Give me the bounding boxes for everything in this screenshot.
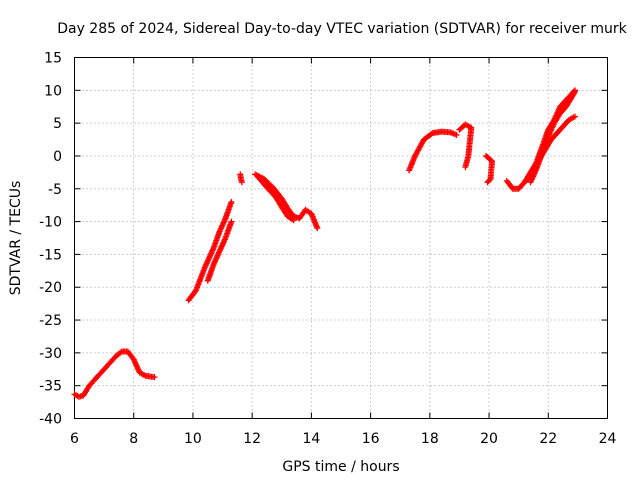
data-point-arc-7c xyxy=(571,88,578,95)
x-axis-label: GPS time / hours xyxy=(282,459,399,475)
x-tick-labels: 6 8 10 12 14 16 18 20 22 24 xyxy=(70,431,616,447)
y-tick-label: 0 xyxy=(53,149,62,165)
x-tick-label: 20 xyxy=(480,431,498,447)
x-tick-label: 18 xyxy=(421,431,439,447)
x-tick-label: 10 xyxy=(184,431,202,447)
y-tick-label: -10 xyxy=(39,215,62,231)
data-point-arc-3a xyxy=(238,179,245,186)
grid xyxy=(74,57,608,419)
data-point-arc-4 xyxy=(453,131,460,138)
x-tick-label: 24 xyxy=(599,431,617,447)
y-tick-label: 15 xyxy=(44,51,62,67)
y-tick-label: -30 xyxy=(39,346,62,362)
data-point-arc-1 xyxy=(117,349,124,356)
y-tick-label: 5 xyxy=(53,116,62,132)
data-point-arc-3c xyxy=(290,217,297,224)
data-point-arc-7b xyxy=(571,113,578,120)
data-point-arc-2a xyxy=(228,198,235,205)
y-tick-labels: 15 10 5 0 -5 -10 -15 -20 -25 -30 -35 -40 xyxy=(39,51,62,428)
data-points xyxy=(71,87,578,400)
data-point-arc-6 xyxy=(484,179,491,186)
x-tick-label: 8 xyxy=(129,431,138,447)
axis-ticks xyxy=(74,57,608,419)
y-tick-label: -35 xyxy=(39,379,62,395)
y-tick-label: -25 xyxy=(39,313,62,329)
data-point-arc-2b xyxy=(228,218,235,225)
y-tick-label: -15 xyxy=(39,247,62,263)
x-tick-label: 22 xyxy=(539,431,557,447)
y-tick-label: -5 xyxy=(48,182,62,198)
data-point-arc-4 xyxy=(428,130,435,137)
x-tick-label: 16 xyxy=(362,431,380,447)
y-tick-label: 10 xyxy=(44,83,62,99)
x-tick-label: 6 xyxy=(70,431,79,447)
y-axis-label: SDTVAR / TECUs xyxy=(8,181,24,296)
y-tick-label: -40 xyxy=(39,412,62,428)
x-tick-label: 14 xyxy=(302,431,320,447)
y-tick-label: -20 xyxy=(39,280,62,296)
plot-frame xyxy=(74,57,608,419)
data-point-arc-5 xyxy=(462,164,469,171)
chart-title: Day 285 of 2024, Sidereal Day-to-day VTE… xyxy=(57,21,627,37)
x-tick-label: 12 xyxy=(243,431,261,447)
data-point-arc-7c xyxy=(571,89,578,96)
data-point-arc-1 xyxy=(151,374,158,381)
data-point-arc-6 xyxy=(485,178,492,185)
data-point-arc-6 xyxy=(487,157,494,164)
data-point-arc-3b xyxy=(314,225,321,232)
